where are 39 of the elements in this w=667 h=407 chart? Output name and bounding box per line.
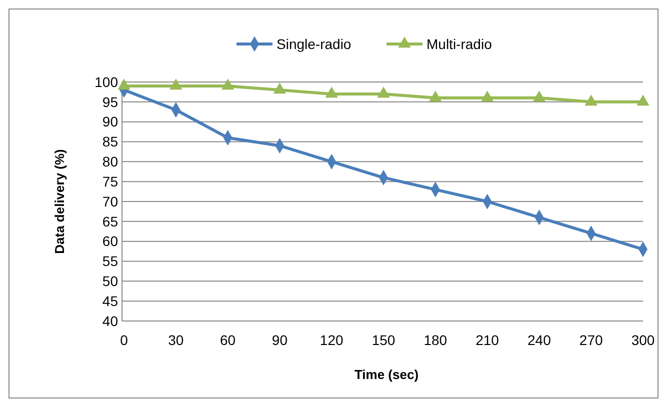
y-tick-label: 80 xyxy=(102,154,118,170)
point xyxy=(170,78,182,90)
x-tick-label: 90 xyxy=(272,332,288,348)
x-tick-label: 240 xyxy=(528,332,552,348)
y-tick-label: 95 xyxy=(102,94,118,110)
x-tick-label: 270 xyxy=(579,332,603,348)
x-tick-label: 0 xyxy=(120,332,128,348)
legend-label: Single-radio xyxy=(276,36,352,52)
point xyxy=(221,78,234,90)
x-tick-label: 210 xyxy=(476,332,500,348)
point xyxy=(325,86,338,98)
point xyxy=(118,78,130,90)
x-tick-label: 300 xyxy=(631,332,655,348)
x-tick-label: 120 xyxy=(320,332,344,348)
legend-label: Multi-radio xyxy=(426,36,492,52)
y-tick-label: 70 xyxy=(102,193,118,210)
point xyxy=(273,82,286,94)
y-tick-label: 85 xyxy=(102,134,118,150)
y-tick-label: 75 xyxy=(102,173,118,190)
y-tick-label: 60 xyxy=(102,233,118,250)
point xyxy=(377,86,390,98)
point xyxy=(636,94,650,106)
y-tick-label: 65 xyxy=(102,213,118,230)
point xyxy=(429,90,442,102)
x-axis-title: Time (sec) xyxy=(354,367,419,382)
point xyxy=(532,90,546,102)
y-tick-label: 50 xyxy=(102,273,118,290)
y-tick-label: 100 xyxy=(94,74,118,90)
y-tick-label: 45 xyxy=(102,292,118,309)
x-tick-label: 30 xyxy=(168,332,184,348)
point xyxy=(480,90,494,102)
y-axis-title: Data delivery (%) xyxy=(52,149,67,254)
point xyxy=(584,94,598,106)
y-tick-label: 90 xyxy=(102,114,118,130)
x-tick-label: 150 xyxy=(372,332,396,348)
x-tick-label: 60 xyxy=(220,332,236,348)
y-tick-label: 55 xyxy=(102,253,118,270)
x-tick-label: 180 xyxy=(424,332,448,348)
y-tick-label: 40 xyxy=(102,312,118,329)
